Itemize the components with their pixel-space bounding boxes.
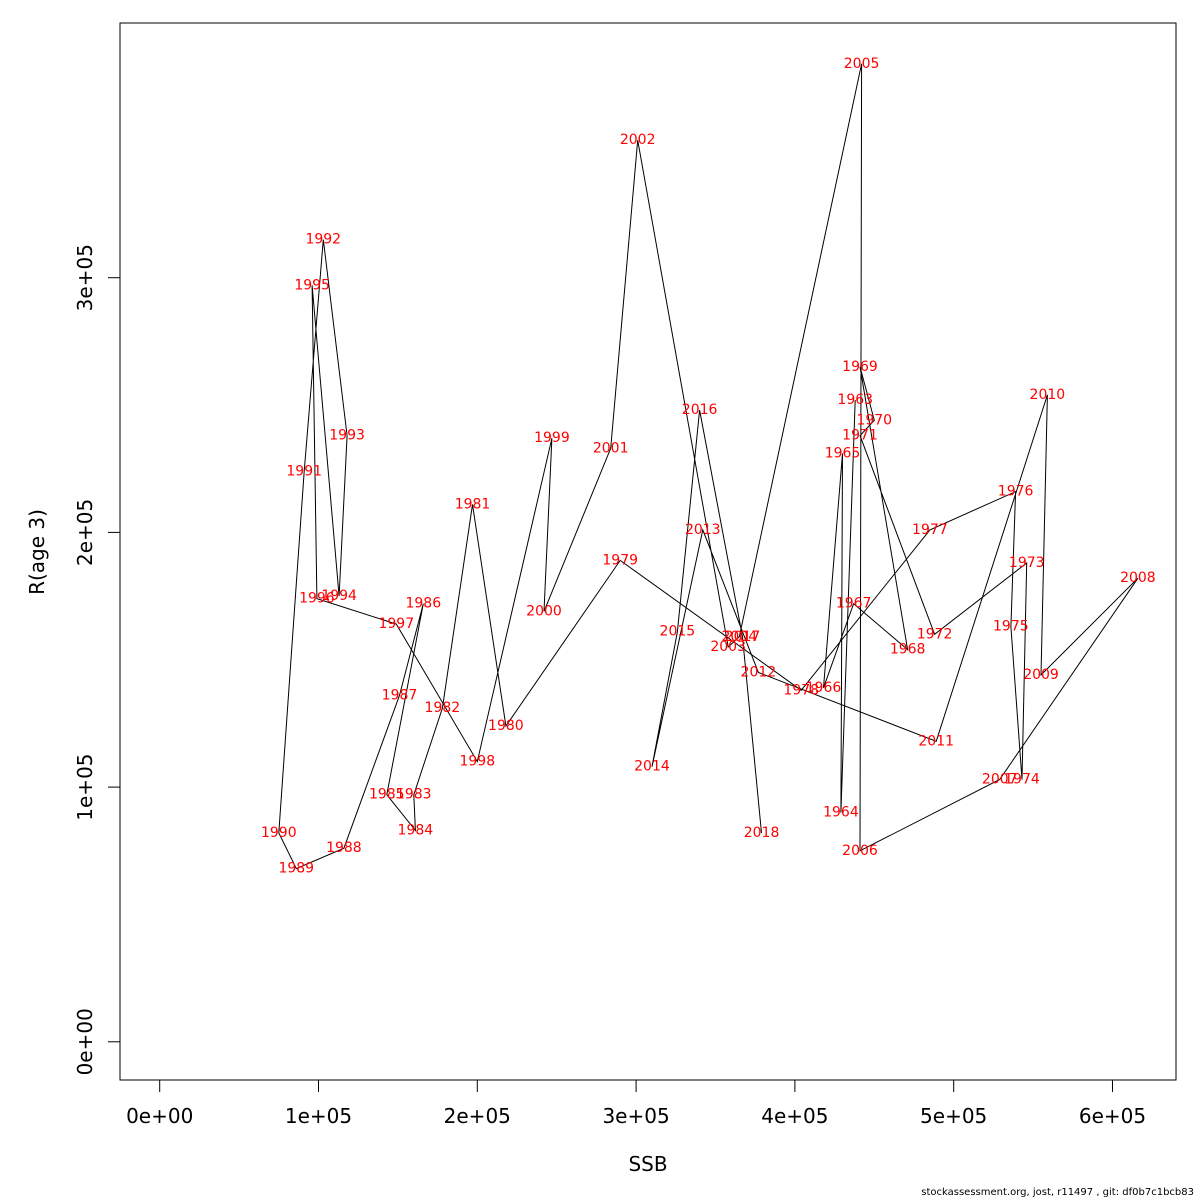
point-label-2007: 2007: [982, 771, 1018, 787]
point-label-1998: 1998: [459, 754, 495, 770]
point-label-1992: 1992: [305, 231, 341, 247]
point-label-2005: 2005: [844, 56, 880, 72]
point-label-2011: 2011: [918, 733, 954, 749]
y-tick-label: 1e+05: [73, 753, 97, 820]
footer-credit: stockassessment.org, jost, r11497 , git:…: [921, 1187, 1194, 1198]
point-label-1972: 1972: [917, 626, 953, 642]
x-tick-label: 0e+00: [126, 1104, 193, 1128]
x-tick-label: 6e+05: [1079, 1104, 1146, 1128]
point-label-1968: 1968: [890, 642, 926, 658]
y-tick-label: 3e+05: [73, 244, 97, 311]
point-label-2000: 2000: [526, 603, 562, 619]
point-label-1986: 1986: [405, 596, 441, 612]
point-label-2012: 2012: [741, 664, 777, 680]
x-tick-label: 2e+05: [444, 1104, 511, 1128]
point-label-1965: 1965: [825, 445, 861, 461]
point-label-1993: 1993: [329, 428, 365, 444]
point-label-1994: 1994: [321, 588, 357, 604]
point-label-2006: 2006: [842, 843, 878, 859]
point-label-1980: 1980: [488, 718, 524, 734]
point-label-1977: 1977: [912, 522, 948, 538]
y-tick-label: 0e+00: [73, 1008, 97, 1075]
point-label-2014: 2014: [634, 759, 670, 775]
x-tick-label: 1e+05: [285, 1104, 352, 1128]
point-label-2017: 2017: [725, 629, 761, 645]
x-tick-label: 3e+05: [602, 1104, 669, 1128]
point-label-2003: 2003: [710, 639, 746, 655]
point-label-1963: 1963: [837, 392, 873, 408]
series-line: [278, 63, 1139, 870]
point-label-1978: 1978: [783, 682, 819, 698]
point-label-1999: 1999: [534, 430, 570, 446]
point-label-1969: 1969: [842, 359, 878, 375]
point-label-1990: 1990: [261, 825, 297, 841]
point-label-2008: 2008: [1120, 570, 1156, 586]
x-tick-label: 5e+05: [920, 1104, 987, 1128]
point-label-1997: 1997: [378, 616, 414, 632]
x-axis-title: SSB: [628, 1152, 667, 1176]
y-tick-label: 2e+05: [73, 499, 97, 566]
point-label-1991: 1991: [286, 463, 322, 479]
point-label-1988: 1988: [326, 840, 362, 856]
point-label-2001: 2001: [593, 440, 629, 456]
x-axis: 0e+00 1e+05 2e+05 3e+05 4e+05 5e+05 6e+05: [126, 1079, 1146, 1128]
point-label-2015: 2015: [660, 624, 696, 640]
point-label-1995: 1995: [294, 277, 330, 293]
point-label-2010: 2010: [1030, 387, 1066, 403]
point-label-1973: 1973: [1009, 555, 1045, 571]
point-label-1989: 1989: [278, 861, 314, 877]
point-label-1987: 1987: [382, 687, 418, 703]
point-label-1974: 1974: [1004, 771, 1040, 787]
y-axis: 0e+00 1e+05 2e+05 3e+05: [73, 244, 121, 1075]
x-tick-label: 4e+05: [761, 1104, 828, 1128]
point-label-1966: 1966: [806, 680, 842, 696]
point-label-1964: 1964: [823, 805, 859, 821]
point-label-2016: 2016: [682, 402, 718, 418]
y-axis-title: R(age 3): [25, 509, 49, 595]
point-label-1976: 1976: [998, 484, 1034, 500]
point-label-1982: 1982: [425, 700, 461, 716]
point-label-1967: 1967: [836, 596, 872, 612]
plot-frame: [119, 22, 1177, 1081]
point-label-2009: 2009: [1023, 667, 1059, 683]
point-label-2013: 2013: [685, 522, 721, 538]
point-label-1996: 1996: [299, 591, 335, 607]
series-polyline: [278, 63, 1139, 870]
point-label-1971: 1971: [842, 428, 878, 444]
point-label-1985: 1985: [369, 787, 405, 803]
point-label-1979: 1979: [602, 552, 638, 568]
point-label-2004: 2004: [721, 629, 757, 645]
point-label-1981: 1981: [455, 496, 491, 512]
point-label-2018: 2018: [744, 825, 780, 841]
point-label-1970: 1970: [856, 412, 892, 428]
point-label-2002: 2002: [620, 132, 656, 148]
point-label-1984: 1984: [398, 822, 434, 838]
point-label-1983: 1983: [396, 787, 432, 803]
point-label-1975: 1975: [993, 619, 1029, 635]
